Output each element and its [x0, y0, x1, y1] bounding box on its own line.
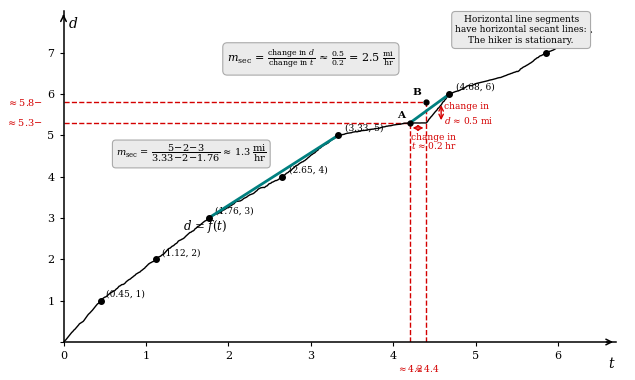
Text: B: B [413, 89, 422, 97]
Text: $\approx$5.8$-$: $\approx$5.8$-$ [7, 97, 43, 108]
Text: (1.12, 2): (1.12, 2) [162, 248, 200, 257]
Text: $m_{\rm sec}$ = $\frac{\mathrm{change\ in\ }d}{\mathrm{change\ in\ }t}$ ≈ $\frac: $m_{\rm sec}$ = $\frac{\mathrm{change\ i… [227, 47, 394, 71]
Text: (5.85, 7): (5.85, 7) [542, 40, 581, 49]
Text: change in: change in [411, 133, 456, 142]
Text: $t$ ≈ 0.2 hr: $t$ ≈ 0.2 hr [411, 140, 457, 151]
Text: $t$: $t$ [608, 356, 615, 372]
Text: (3.33, 5): (3.33, 5) [345, 123, 383, 132]
Text: (4.68, 6): (4.68, 6) [456, 83, 495, 92]
Text: $d$ = $f(t)$: $d$ = $f(t)$ [183, 218, 227, 234]
Text: $\approx$5.3$-$: $\approx$5.3$-$ [6, 117, 43, 128]
Text: $m_{\rm sec}$ = $\dfrac{5\!-\!2\!-\!3}{3.33\!-\!2\!-\!1.76}$ ≈ 1.3 $\dfrac{\rm m: $m_{\rm sec}$ = $\dfrac{5\!-\!2\!-\!3}{3… [116, 144, 267, 165]
Text: (2.65, 4): (2.65, 4) [288, 166, 328, 175]
Text: Horizontal line segments
have horizontal secant lines:
The hiker is stationary.: Horizontal line segments have horizontal… [455, 15, 587, 45]
Text: $d$ ≈ 0.5 mi: $d$ ≈ 0.5 mi [444, 115, 494, 126]
Text: $d$: $d$ [67, 16, 78, 30]
Text: change in: change in [444, 101, 490, 111]
Text: (0.45, 1): (0.45, 1) [107, 290, 145, 299]
Text: $\approx$4.2: $\approx$4.2 [397, 364, 423, 374]
Text: (1.76, 3): (1.76, 3) [215, 207, 254, 216]
Text: $\approx$4.4: $\approx$4.4 [413, 364, 440, 374]
Text: A: A [397, 111, 405, 120]
